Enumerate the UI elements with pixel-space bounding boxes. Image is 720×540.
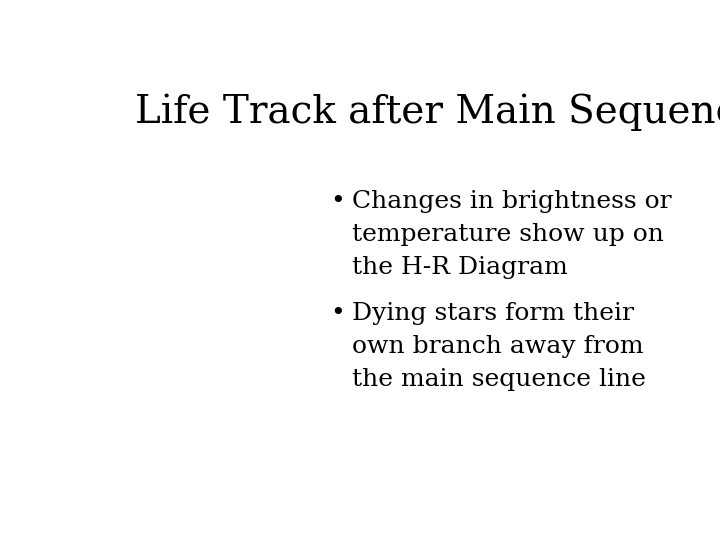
Text: own branch away from: own branch away from xyxy=(352,335,644,358)
Text: Dying stars form their: Dying stars form their xyxy=(352,302,634,325)
Text: Changes in brightness or: Changes in brightness or xyxy=(352,190,672,213)
Text: Life Track after Main Sequence: Life Track after Main Sequence xyxy=(135,94,720,131)
Text: the H-R Diagram: the H-R Diagram xyxy=(352,256,568,279)
Text: temperature show up on: temperature show up on xyxy=(352,223,664,246)
Text: the main sequence line: the main sequence line xyxy=(352,368,646,392)
Text: •: • xyxy=(330,302,345,325)
Text: •: • xyxy=(330,190,345,213)
